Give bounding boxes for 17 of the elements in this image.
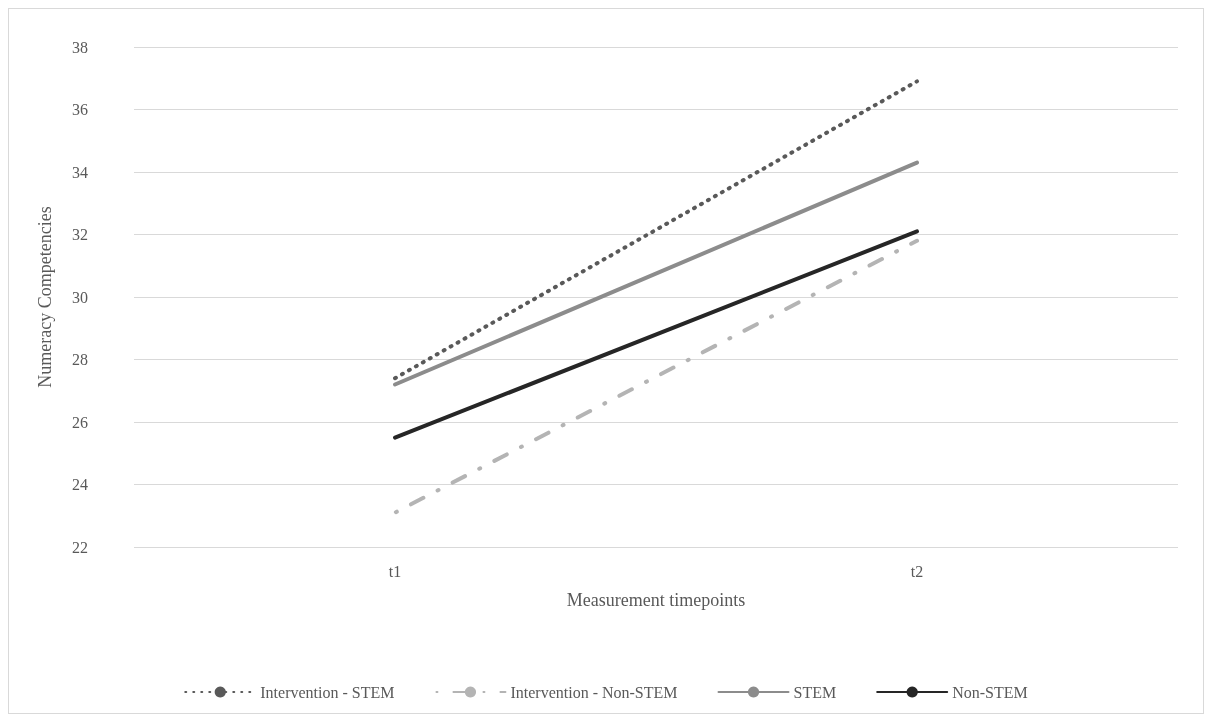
- y-tick-label: 22: [72, 538, 88, 556]
- legend-label: Intervention - STEM: [260, 683, 395, 701]
- y-tick-label: 38: [72, 38, 88, 56]
- y-tick-label: 26: [72, 413, 88, 431]
- legend-label: STEM: [793, 683, 837, 701]
- legend-label: Intervention - Non-STEM: [510, 683, 678, 701]
- y-tick-label: 28: [72, 351, 88, 368]
- y-tick-label: 34: [72, 163, 88, 181]
- y-axis-title: Numeracy Competencies: [35, 206, 55, 388]
- legend-label: Non-STEM: [952, 683, 1028, 701]
- y-tick-label: 30: [72, 288, 88, 306]
- x-tick-label: t2: [910, 562, 924, 580]
- y-tick-label: 24: [72, 476, 88, 493]
- y-tick-label: 32: [72, 226, 88, 243]
- x-tick-label: t1: [388, 562, 402, 580]
- x-axis-title: Measurement timepoints: [566, 590, 746, 610]
- y-tick-label: 36: [72, 101, 88, 118]
